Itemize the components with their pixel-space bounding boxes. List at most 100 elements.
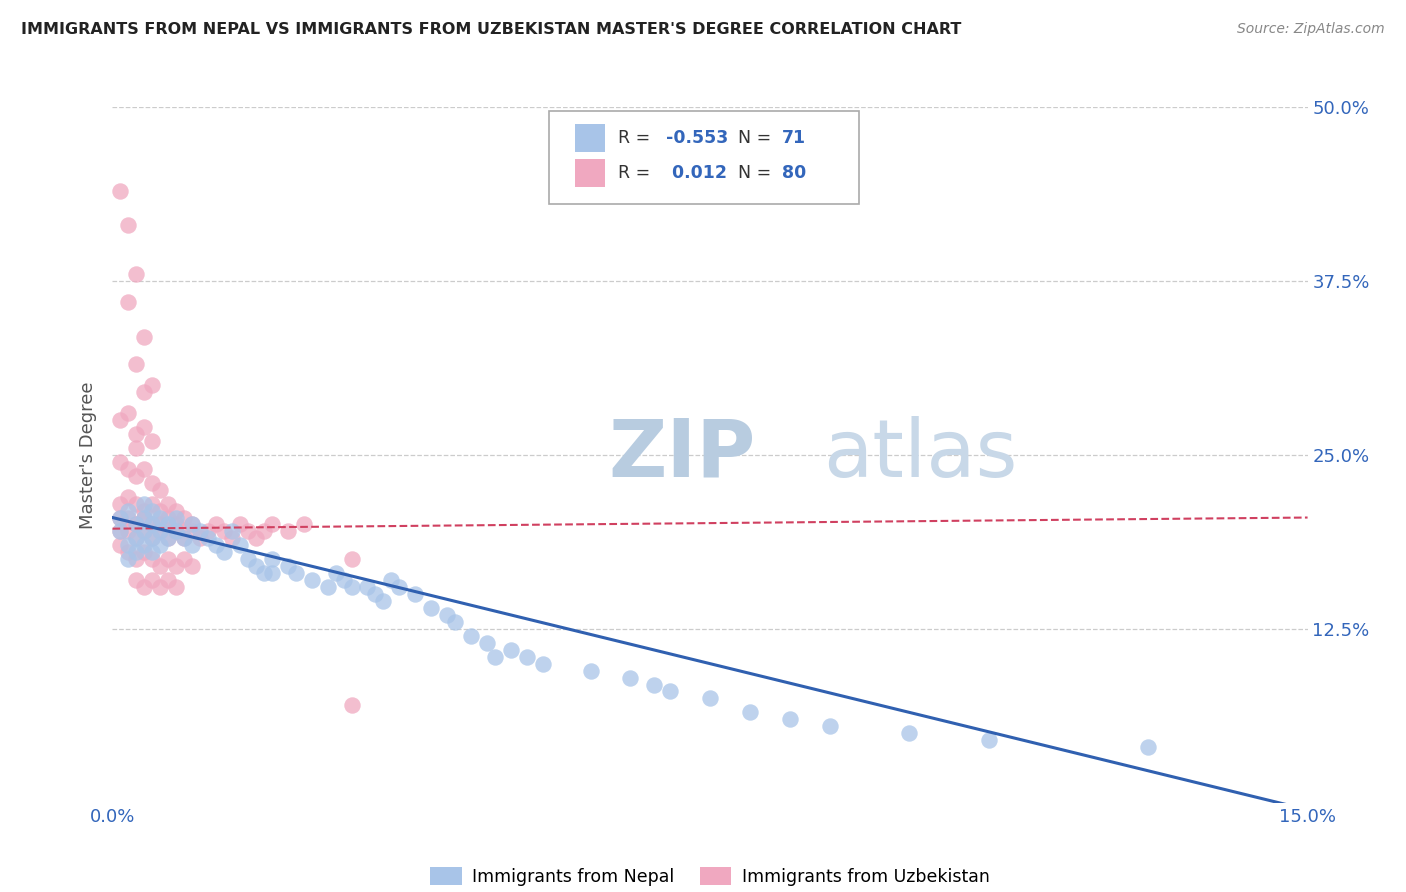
Point (125, 427, 148, 442)
Point (141, 503, 163, 517)
Point (125, 441, 148, 455)
Point (165, 510, 187, 524)
Point (134, 497, 156, 511)
Point (181, 517, 204, 532)
Point (977, 733, 1000, 747)
Text: atlas: atlas (824, 416, 1018, 494)
Point (221, 524, 243, 539)
Text: -0.553: -0.553 (666, 129, 728, 147)
Point (898, 726, 921, 740)
Point (149, 538, 172, 552)
Point (205, 517, 228, 532)
Point (253, 524, 276, 539)
Point (110, 524, 132, 539)
Point (173, 532, 195, 546)
Point (779, 712, 801, 726)
Point (117, 294, 139, 309)
Point (141, 475, 163, 490)
Point (134, 329, 156, 343)
Point (316, 580, 339, 594)
Point (125, 552, 148, 566)
Point (188, 524, 211, 539)
Point (134, 420, 156, 434)
FancyBboxPatch shape (575, 124, 605, 153)
Point (340, 580, 363, 594)
Point (125, 545, 148, 559)
Point (284, 566, 307, 581)
Point (236, 552, 259, 566)
Point (373, 594, 395, 608)
Point (364, 587, 387, 601)
Point (110, 184, 132, 198)
Point (149, 483, 172, 497)
Point (643, 677, 665, 691)
Point (110, 497, 132, 511)
Point (738, 706, 761, 720)
Point (157, 552, 180, 566)
Point (141, 573, 163, 587)
Point (134, 580, 156, 594)
Point (659, 684, 682, 698)
Point (141, 434, 163, 448)
Text: N =: N = (738, 164, 776, 182)
Point (141, 378, 163, 392)
Y-axis label: Master's Degree: Master's Degree (79, 381, 97, 529)
Point (141, 532, 163, 546)
Text: IMMIGRANTS FROM NEPAL VS IMMIGRANTS FROM UZBEKISTAN MASTER'S DEGREE CORRELATION : IMMIGRANTS FROM NEPAL VS IMMIGRANTS FROM… (21, 22, 962, 37)
Point (340, 698, 363, 713)
FancyBboxPatch shape (575, 159, 605, 187)
Point (117, 462, 139, 476)
Point (149, 524, 172, 539)
Point (141, 517, 163, 532)
Point (260, 552, 283, 566)
Point (125, 358, 148, 372)
Point (149, 517, 172, 532)
Point (181, 517, 204, 532)
Point (110, 413, 132, 427)
Point (134, 462, 156, 476)
Point (157, 517, 180, 532)
Point (531, 657, 554, 671)
Point (277, 524, 299, 539)
Text: ZIP: ZIP (609, 416, 755, 494)
Point (325, 566, 347, 581)
Text: R =: R = (619, 129, 655, 147)
Point (165, 559, 187, 574)
Point (110, 510, 132, 524)
Point (260, 566, 283, 581)
Point (134, 510, 156, 524)
Point (181, 559, 204, 574)
Point (117, 219, 139, 233)
Point (134, 385, 156, 400)
Point (380, 573, 402, 587)
Point (475, 636, 498, 650)
Point (221, 532, 243, 546)
Point (110, 455, 132, 469)
Point (134, 545, 156, 559)
Point (818, 719, 841, 733)
Text: 80: 80 (782, 164, 806, 182)
Point (117, 538, 139, 552)
Point (173, 510, 195, 524)
Point (197, 532, 219, 546)
Point (236, 524, 259, 539)
Point (301, 573, 323, 587)
Point (125, 267, 148, 281)
Point (125, 497, 148, 511)
Point (436, 607, 458, 622)
Point (110, 524, 132, 539)
Point (165, 524, 187, 539)
Point (332, 573, 354, 587)
Point (157, 510, 180, 524)
Point (141, 552, 163, 566)
Text: R =: R = (619, 164, 655, 182)
Point (188, 532, 211, 546)
Point (516, 649, 538, 664)
Point (277, 559, 299, 574)
Point (205, 538, 228, 552)
Point (117, 552, 139, 566)
Point (356, 580, 378, 594)
Point (388, 580, 411, 594)
Point (699, 691, 721, 706)
Text: N =: N = (738, 129, 776, 147)
